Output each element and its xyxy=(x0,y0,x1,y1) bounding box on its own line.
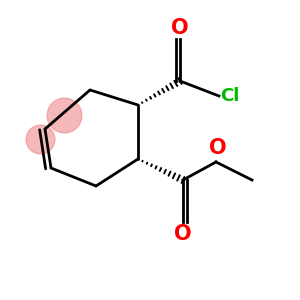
Text: O: O xyxy=(174,224,192,244)
Text: Cl: Cl xyxy=(220,87,240,105)
Circle shape xyxy=(47,98,82,133)
Circle shape xyxy=(26,125,55,154)
Text: O: O xyxy=(209,138,226,158)
Text: O: O xyxy=(171,17,189,38)
